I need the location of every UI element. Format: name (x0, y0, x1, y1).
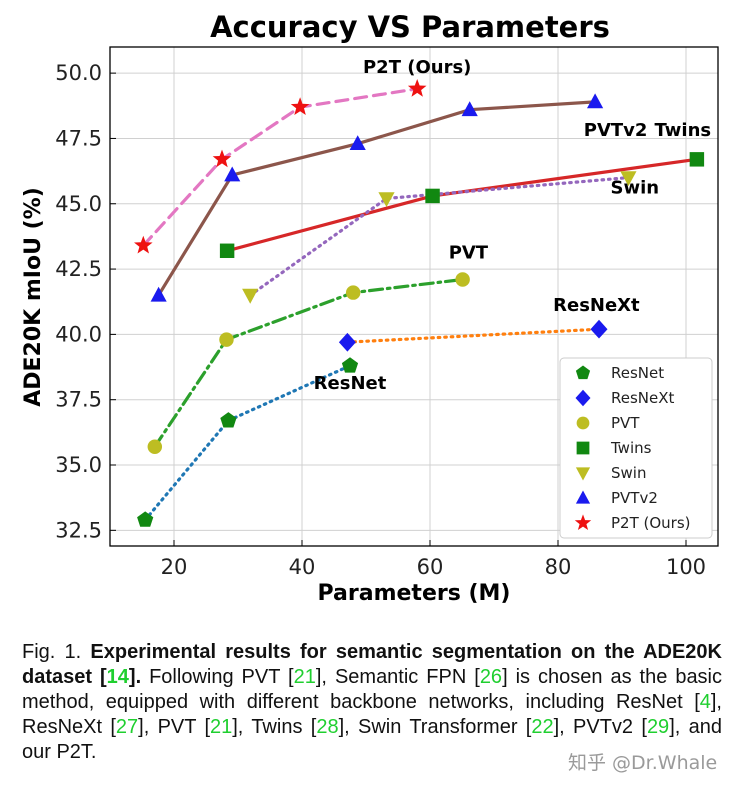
legend-marker-p2t-ours (574, 514, 592, 530)
annotation-label: P2T (Ours) (363, 57, 471, 78)
caption-ref-link[interactable]: 29 (646, 716, 670, 738)
legend-marker-swin (575, 467, 591, 481)
legend-label: ResNet (611, 364, 664, 382)
caption-ref-link[interactable]: 27 (115, 716, 139, 738)
data-point-swin (378, 192, 395, 207)
data-point-p2t-ours (134, 235, 153, 254)
y-tick-label: 47.5 (55, 126, 102, 150)
annotation-label: PVT (449, 243, 489, 264)
y-tick-label: 42.5 (55, 257, 102, 281)
series-markers (134, 79, 705, 527)
data-point-swin (242, 288, 259, 304)
data-point-twins (219, 243, 235, 259)
legend-label: PVTv2 (611, 489, 658, 507)
series-line-resnext (345, 327, 601, 344)
annotation-label: ResNeXt (553, 295, 640, 316)
data-point-pvt (219, 332, 234, 347)
series-line-p2t-ours (141, 87, 419, 248)
annotations: P2T (Ours) PVTv2 Twins Swin PVT ResNeXt ResNet (314, 57, 711, 394)
legend-label: Twins (610, 439, 652, 457)
data-point-twins (689, 152, 705, 167)
caption-ref-link[interactable]: 14 (106, 666, 129, 688)
x-tick-label: 20 (161, 555, 188, 579)
x-tick-label: 80 (545, 555, 572, 579)
y-tick-label: 35.0 (55, 453, 102, 477)
y-tick-label: 37.5 (55, 388, 102, 412)
y-tick-label: 50.0 (55, 61, 102, 85)
y-tick-label: 45.0 (55, 192, 102, 216)
data-point-pvtv2 (349, 135, 366, 150)
data-point-pvtv2 (587, 93, 604, 109)
legend-marker-twins (576, 441, 590, 455)
chart: Accuracy VS Parameters 20 40 60 80 100 32.53… (21, 10, 719, 606)
y-axis-label: ADE20K mIoU (%) (21, 187, 46, 407)
data-point-swin (620, 171, 637, 187)
data-point-pvtv2 (224, 166, 241, 182)
figure-caption: Fig. 1. Experimental results for semanti… (22, 641, 723, 763)
annotation-label: Twins (654, 120, 711, 141)
watermark: 知乎 @Dr.Whale (568, 752, 718, 774)
legend-marker-resnet (575, 365, 591, 380)
data-point-twins (425, 188, 440, 204)
x-tick-label: 40 (289, 555, 316, 579)
data-point-resnet (137, 511, 154, 527)
y-axis-ticks: 32.5 35.0 37.5 40.0 42.5 45.0 47.5 50.0 (55, 61, 116, 542)
legend-marker-pvtv2 (575, 490, 591, 504)
x-tick-label: 100 (666, 555, 706, 579)
annotation-label: PVTv2 (584, 120, 648, 141)
data-point-resnext (338, 332, 356, 352)
x-axis-label: Parameters (M) (318, 581, 511, 606)
data-point-pvt (345, 285, 361, 300)
x-axis-ticks: 20 40 60 80 100 (161, 540, 706, 579)
data-point-resnet (341, 357, 359, 373)
annotation-label: ResNet (314, 373, 387, 394)
legend-label: ResNeXt (611, 389, 675, 407)
series-line-pvtv2 (157, 100, 597, 297)
data-point-pvt (147, 439, 163, 454)
chart-title: Accuracy VS Parameters (210, 10, 610, 44)
caption-ref-link[interactable]: 21 (210, 716, 233, 738)
legend-label: Swin (611, 464, 646, 482)
legend-marker-pvt (576, 416, 590, 430)
legend: ResNet ResNeXt PVT Twins Swin PVTv2 P2T (Ours) (559, 357, 713, 539)
caption-fig-label: Fig. 1. (22, 641, 91, 663)
annotation-label: Swin (611, 177, 660, 198)
grid (110, 47, 718, 546)
caption-ref-link[interactable]: 22 (531, 716, 554, 738)
data-point-p2t-ours (212, 149, 232, 168)
caption-ref-link[interactable]: 4 (699, 691, 711, 713)
data-point-pvtv2 (461, 101, 478, 117)
data-point-pvt (455, 272, 470, 287)
caption-ref-link[interactable]: 26 (479, 666, 503, 688)
data-point-pvtv2 (150, 286, 167, 302)
data-point-p2t-ours (407, 79, 427, 97)
legend-marker-resnext (575, 389, 591, 407)
data-point-resnext (590, 319, 608, 339)
legend-label: P2T (Ours) (611, 514, 691, 532)
x-tick-label: 60 (417, 555, 444, 579)
caption-bold-title: Experimental results for semantic segmen… (22, 641, 722, 688)
plot-frame (109, 46, 719, 547)
series-line-pvt (153, 277, 465, 449)
y-tick-label: 32.5 (55, 518, 102, 542)
legend-box (559, 357, 713, 539)
data-point-resnet (220, 412, 237, 428)
caption-ref-link[interactable]: 28 (316, 716, 339, 738)
caption-ref-link[interactable]: 21 (293, 666, 316, 688)
legend-label: PVT (611, 414, 640, 432)
data-point-p2t-ours (290, 97, 310, 115)
y-tick-label: 40.0 (55, 322, 102, 346)
